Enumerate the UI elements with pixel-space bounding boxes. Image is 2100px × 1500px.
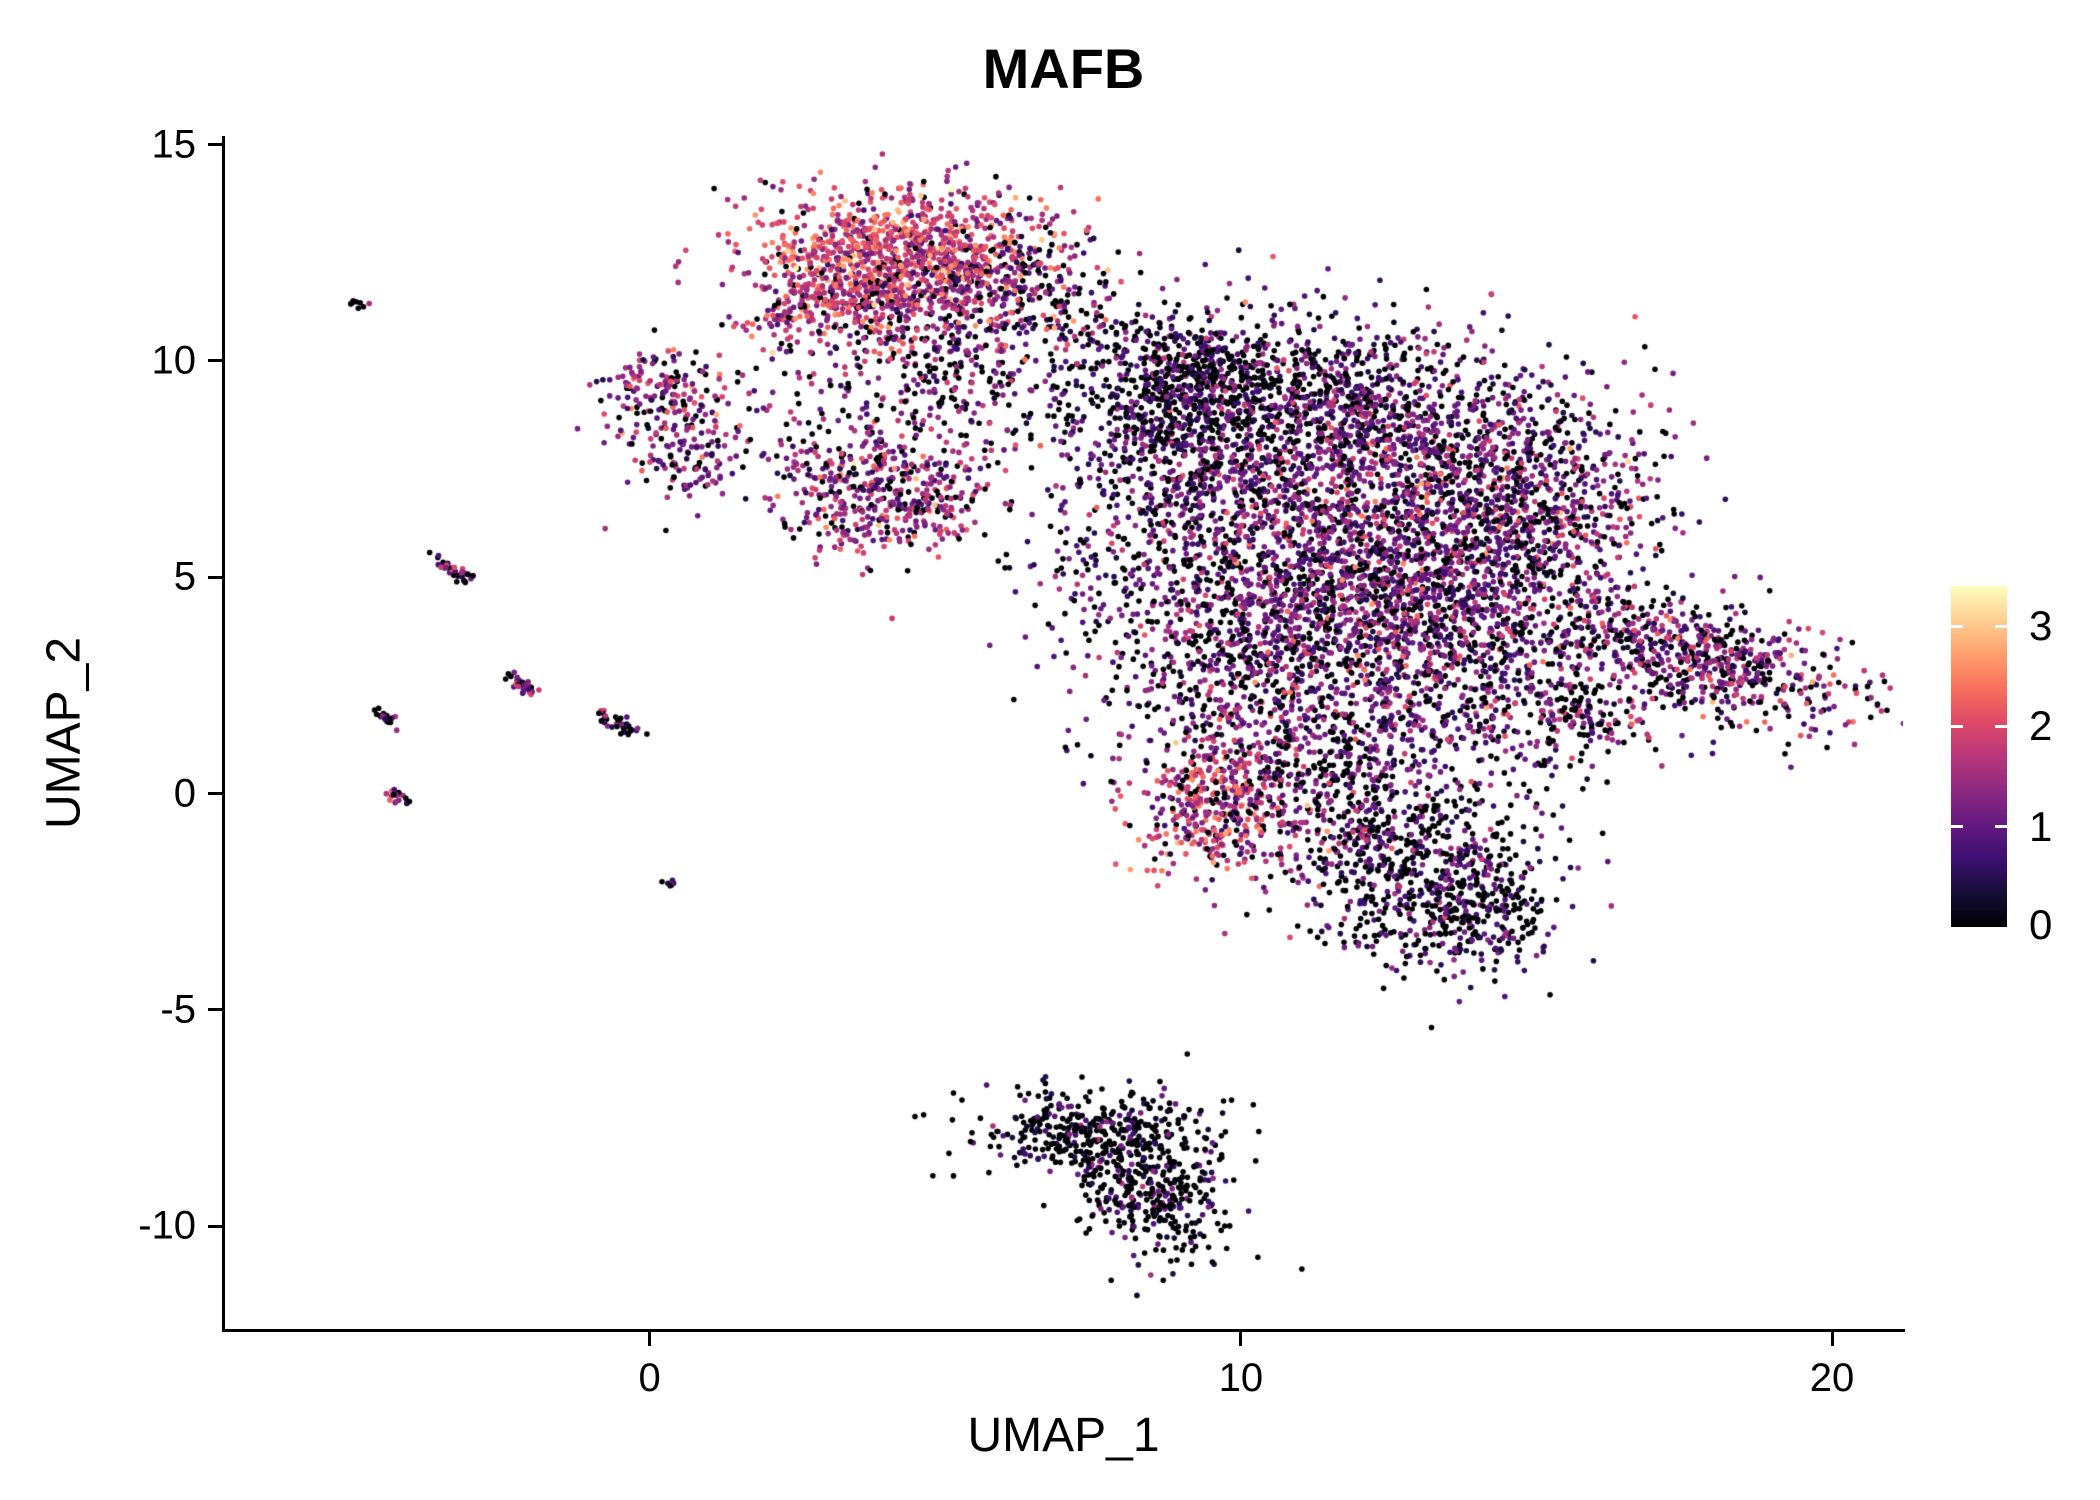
colorbar-tick-mark	[1951, 825, 1963, 829]
y-tick-label: 15	[151, 122, 197, 167]
colorbar-tick-label: 0	[2029, 901, 2053, 948]
colorbar-tick-mark	[1995, 724, 2007, 728]
x-tick-label: 10	[1218, 1356, 1264, 1400]
y-tick-mark	[208, 1224, 222, 1228]
x-tick-label: 0	[638, 1356, 661, 1400]
y-tick-mark	[208, 143, 222, 147]
y-tick-mark	[208, 792, 222, 796]
y-tick-label: 10	[151, 338, 197, 383]
x-tick-mark	[1239, 1332, 1243, 1346]
y-tick-mark	[208, 575, 222, 579]
y-tick-label: -5	[160, 987, 196, 1032]
colorbar-tick-mark	[1951, 724, 1963, 728]
y-tick-label: 0	[173, 771, 196, 816]
colorbar-tick-mark	[1995, 624, 2007, 628]
x-axis-title: UMAP_1	[967, 1409, 1160, 1462]
colorbar-tick-label: 3	[2029, 602, 2053, 650]
y-tick-label: -10	[138, 1203, 196, 1248]
colorbar-tick-mark	[1995, 825, 2007, 829]
x-axis-line	[222, 1329, 1905, 1332]
colorbar-tick-mark	[1951, 624, 1963, 628]
y-axis-line	[222, 136, 225, 1332]
x-tick-mark	[648, 1332, 652, 1346]
colorbar-tick-label: 2	[2029, 702, 2053, 750]
x-tick-mark	[1830, 1332, 1834, 1346]
y-tick-mark	[208, 359, 222, 363]
colorbar-tick-label: 1	[2029, 802, 2053, 850]
x-tick-label: 20	[1809, 1356, 1855, 1400]
y-tick-label: 5	[173, 554, 196, 599]
y-axis-title: UMAP_2	[37, 636, 91, 830]
colorbar-legend: 0 1 2 3	[1951, 586, 2100, 948]
colorbar-gradient	[1951, 586, 2007, 927]
y-tick-mark	[208, 1008, 222, 1012]
